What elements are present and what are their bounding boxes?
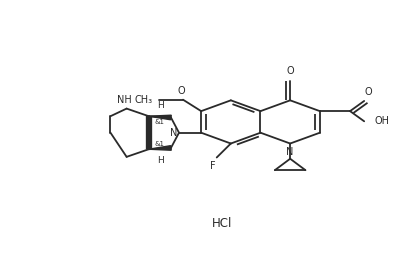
Polygon shape: [149, 115, 171, 120]
Text: &1: &1: [155, 141, 165, 147]
Text: N: N: [170, 128, 178, 138]
Text: H: H: [157, 155, 164, 165]
Text: O: O: [177, 86, 185, 96]
Text: N: N: [287, 147, 294, 157]
Text: CH₃: CH₃: [135, 95, 153, 105]
Text: &1: &1: [155, 119, 165, 125]
Polygon shape: [149, 146, 171, 150]
Text: OH: OH: [374, 116, 389, 126]
Text: O: O: [287, 66, 294, 76]
Text: HCl: HCl: [212, 217, 232, 230]
Text: F: F: [210, 161, 216, 171]
Text: H: H: [157, 101, 164, 110]
Text: O: O: [364, 87, 372, 97]
Text: NH: NH: [117, 95, 132, 105]
